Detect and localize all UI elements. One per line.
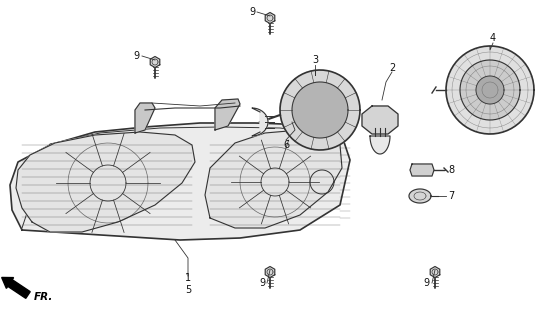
FancyArrow shape [2,277,30,298]
Text: 1: 1 [185,273,191,283]
Text: FR.: FR. [34,292,54,302]
Polygon shape [150,57,160,68]
Text: 4: 4 [490,33,496,43]
Text: 8: 8 [448,165,454,175]
Polygon shape [362,106,398,134]
Polygon shape [430,267,440,277]
Polygon shape [460,60,520,120]
Text: 9: 9 [259,278,265,288]
Polygon shape [266,12,275,23]
Polygon shape [410,164,434,176]
Text: 6: 6 [283,140,289,150]
Polygon shape [292,82,348,138]
Polygon shape [476,76,504,104]
Polygon shape [215,99,240,130]
Text: 9: 9 [424,278,430,288]
Polygon shape [409,189,431,203]
Polygon shape [280,70,360,150]
Text: 9: 9 [249,7,255,17]
Polygon shape [370,136,390,154]
Polygon shape [252,108,268,136]
Text: 2: 2 [389,63,395,73]
Polygon shape [10,123,350,240]
Text: 7: 7 [448,191,454,201]
Text: 5: 5 [185,285,191,295]
Polygon shape [135,103,155,133]
Text: 3: 3 [312,55,318,65]
Text: 9: 9 [134,51,140,61]
Polygon shape [446,46,534,134]
Polygon shape [16,132,195,232]
Polygon shape [205,130,342,228]
Polygon shape [266,267,275,277]
